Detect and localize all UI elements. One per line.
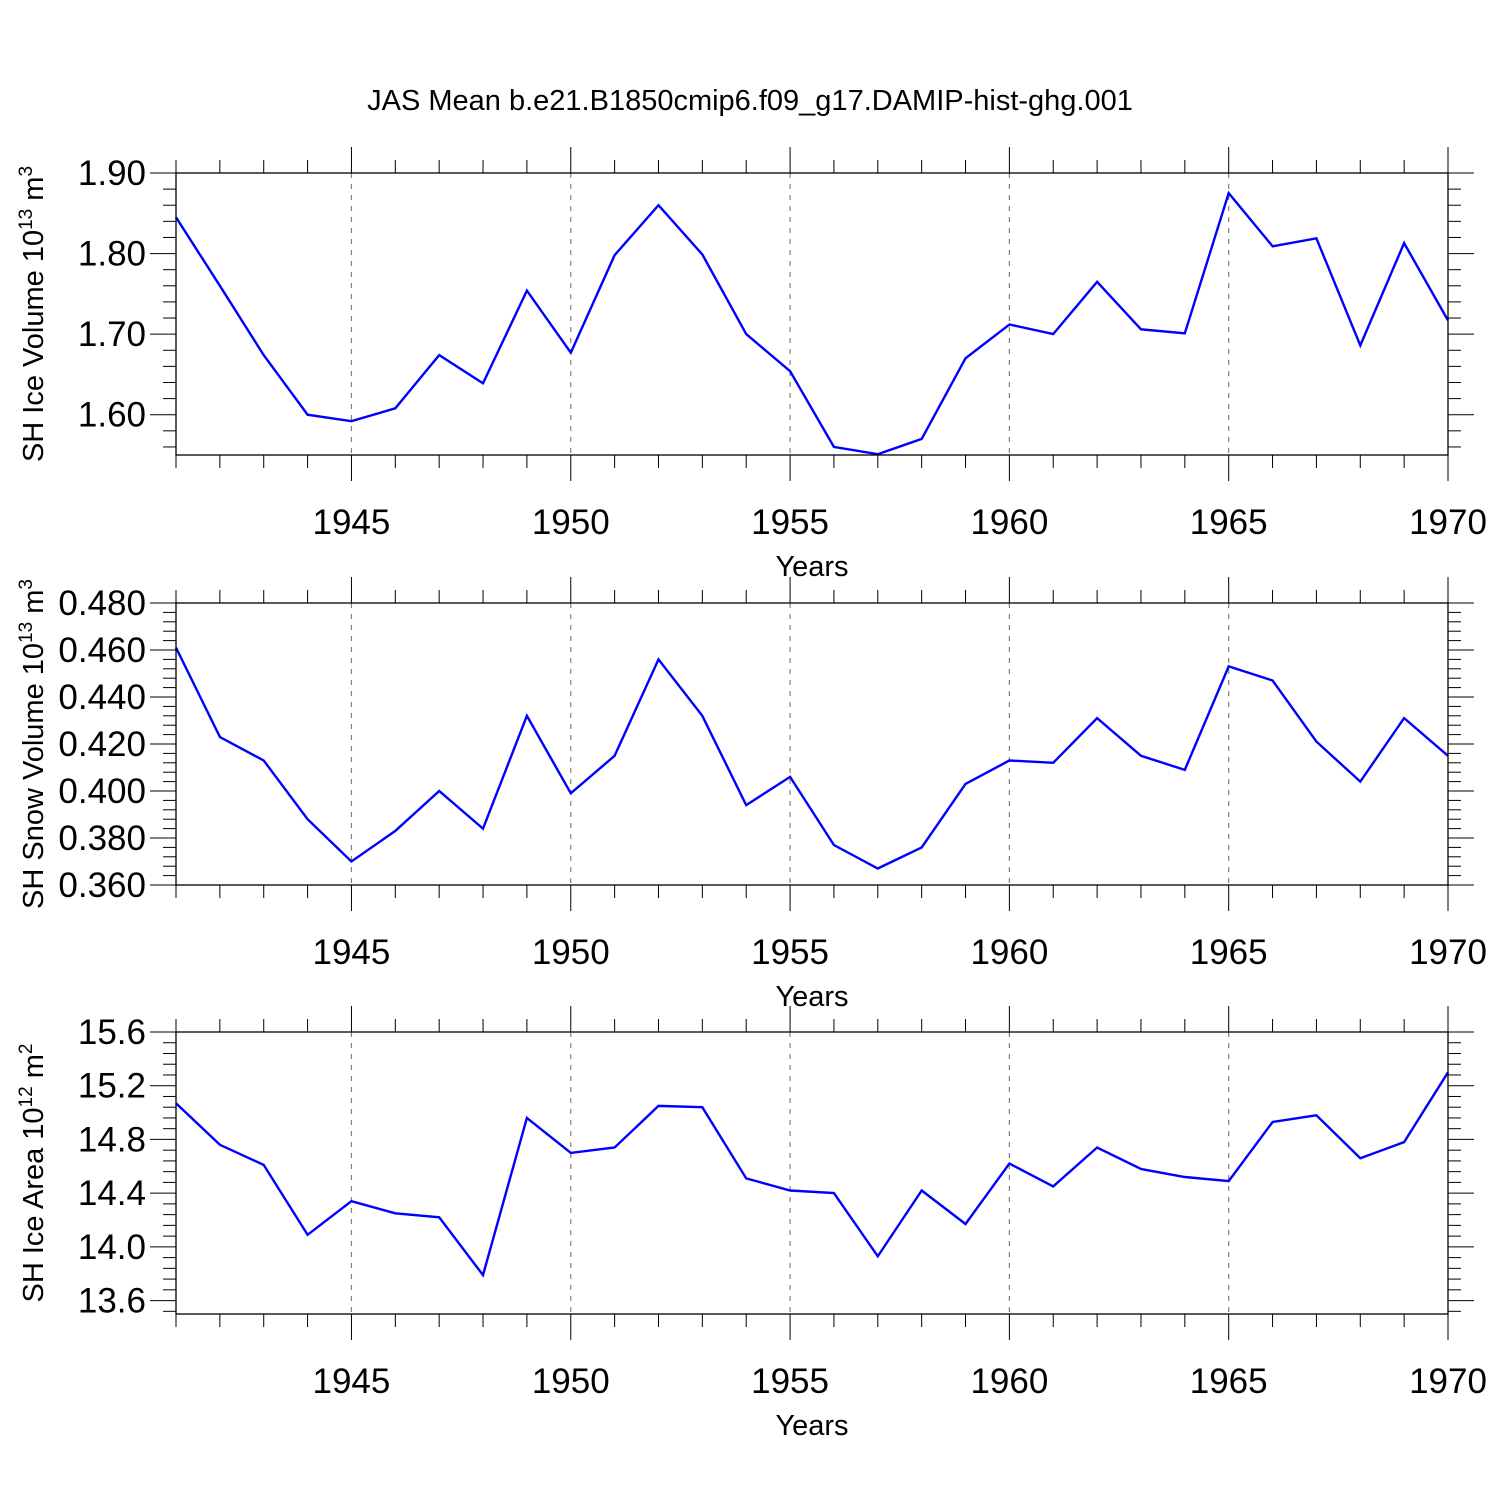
figure-title: JAS Mean b.e21.B1850cmip6.f09_g17.DAMIP-… [367,85,1133,117]
panels: 1.60 1.70 1.80 1.90 1945 1950 1955 1960 1965 1970… [16,147,1487,1442]
x-tick-label-1955: 1955 [751,503,829,542]
y-tick-label: 0.360 [58,866,146,905]
y-tick-label: 0.380 [58,819,146,858]
y-tick-label: 1.60 [78,396,146,435]
y-axis-label-unit-exponent: 3 [16,579,37,590]
x-tick-label-1945: 1945 [313,503,391,542]
y-tick-label: 1.70 [78,315,146,354]
chart-panel-1: 1.60 1.70 1.80 1.90 1945 1950 1955 1960 1965 1970… [16,147,1487,583]
y-axis-label-main: SH Snow Volume 10 [18,643,50,909]
chart-panel-2: 0.360 0.380 0.400 0.420 0.440 0.460 0.480 1945 1… [16,577,1487,1013]
y-axis-label-exponent: 12 [16,1086,37,1107]
y-axis-label-unit: m [18,177,50,209]
y-tick-label: 0.480 [58,584,146,623]
y-tick-label: 1.90 [78,154,146,193]
x-tick-label-1970: 1970 [1409,1362,1487,1401]
x-tick-label-1955: 1955 [751,933,829,972]
x-tick-label-1960: 1960 [970,503,1048,542]
plot-frame [175,1031,1449,1315]
x-axis-label: Years [775,981,848,1013]
y-tick-label: 14.8 [78,1120,146,1159]
y-tick-label: 1.80 [78,235,146,274]
plot-frame [175,172,1449,456]
series-line-2 [174,647,1449,870]
y-tick-label: 0.400 [58,772,146,811]
x-tick-label-1950: 1950 [532,933,610,972]
plot-frame [175,602,1449,886]
series-line-1 [174,190,1450,456]
y-axis-label-exponent: 13 [16,209,37,230]
y-axis-label-unit: m [18,1054,50,1086]
y-tick-label: 0.460 [58,631,146,670]
y-tick-label: 14.0 [78,1228,146,1267]
x-tick-label-1965: 1965 [1190,503,1268,542]
y-tick-label: 15.6 [78,1013,146,1052]
y-axis-label-exponent: 13 [16,622,37,643]
y-axis-label: SH Ice Area 1012 m2 [16,1044,50,1303]
y-tick-label: 14.4 [78,1174,146,1213]
x-tick-label-1945: 1945 [313,933,391,972]
y-tick-label: 0.420 [58,725,146,764]
y-axis-label: SH Snow Volume 1013 m3 [16,579,50,909]
y-axis-label-unit-exponent: 3 [16,166,37,177]
x-tick-label-1960: 1960 [970,933,1048,972]
x-tick-label-1950: 1950 [532,1362,610,1401]
x-tick-label-1965: 1965 [1190,933,1268,972]
x-tick-label-1970: 1970 [1409,503,1487,542]
y-axis-label: SH Ice Volume 1013 m3 [16,166,50,462]
y-tick-label: 0.440 [58,678,146,717]
x-tick-label-1950: 1950 [532,503,610,542]
x-tick-label-1960: 1960 [970,1362,1048,1401]
y-tick-label: 13.6 [78,1282,146,1321]
x-axis-label: Years [775,551,848,583]
y-tick-label: 15.2 [78,1067,146,1106]
y-axis-label-main: SH Ice Area 10 [18,1107,50,1302]
y-axis-label-unit: m [18,590,50,622]
x-tick-label-1970: 1970 [1409,933,1487,972]
x-tick-label-1945: 1945 [313,1362,391,1401]
x-tick-label-1965: 1965 [1190,1362,1268,1401]
y-axis-label-main: SH Ice Volume 10 [18,230,50,462]
chart-panel-3: 13.6 14.0 14.4 14.8 15.2 15.6 1945 1950 1955 1960… [16,1006,1487,1442]
y-axis-label-unit-exponent: 2 [16,1044,37,1055]
x-tick-label-1955: 1955 [751,1362,829,1401]
x-axis-label: Years [775,1410,848,1442]
series-line-3 [175,1071,1450,1278]
